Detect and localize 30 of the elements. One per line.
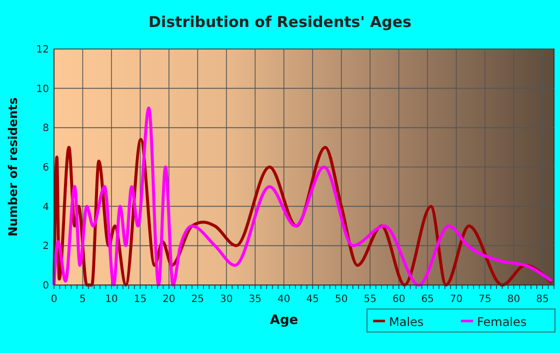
x-tick-label: 15 <box>134 294 147 305</box>
x-tick-label: 10 <box>105 294 118 305</box>
x-tick-label: 40 <box>278 294 290 305</box>
y-tick-label: 2 <box>42 241 49 252</box>
x-tick-label: 60 <box>392 294 406 305</box>
x-tick-label: 30 <box>220 294 233 305</box>
x-tick-label: 65 <box>421 294 434 305</box>
y-tick-label: 10 <box>36 84 49 95</box>
y-tick-label: 4 <box>42 202 49 213</box>
x-tick-label: 80 <box>507 294 520 305</box>
x-tick-label: 5 <box>80 294 86 305</box>
x-tick-label: 75 <box>478 294 492 305</box>
legend-label: Females <box>477 315 527 329</box>
y-tick-label: 0 <box>42 280 49 292</box>
x-tick-label: 25 <box>191 294 204 305</box>
x-tick-label: 0 <box>50 294 58 305</box>
x-tick-label: 50 <box>334 294 348 305</box>
y-axis-title: Number of residents <box>6 97 20 237</box>
x-axis-title: Age <box>270 313 298 328</box>
x-tick-label: 20 <box>162 294 176 305</box>
y-tick-label: 6 <box>42 162 49 174</box>
y-tick-label: 12 <box>36 44 49 56</box>
x-tick-label: 35 <box>248 294 262 305</box>
y-tick-label: 8 <box>42 123 49 134</box>
x-tick-label: 55 <box>364 294 376 305</box>
x-tick-label: 45 <box>306 294 319 305</box>
chart-title: Distribution of Residents' Ages <box>148 13 412 31</box>
legend-label: Males <box>389 315 424 329</box>
x-tick-label: 70 <box>450 294 463 305</box>
x-tick-label: 85 <box>536 294 549 305</box>
